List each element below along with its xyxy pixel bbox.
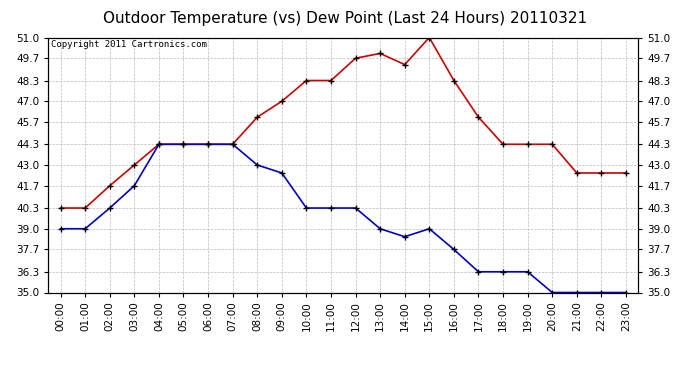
Text: Outdoor Temperature (vs) Dew Point (Last 24 Hours) 20110321: Outdoor Temperature (vs) Dew Point (Last… xyxy=(103,11,587,26)
Text: Copyright 2011 Cartronics.com: Copyright 2011 Cartronics.com xyxy=(51,40,207,49)
